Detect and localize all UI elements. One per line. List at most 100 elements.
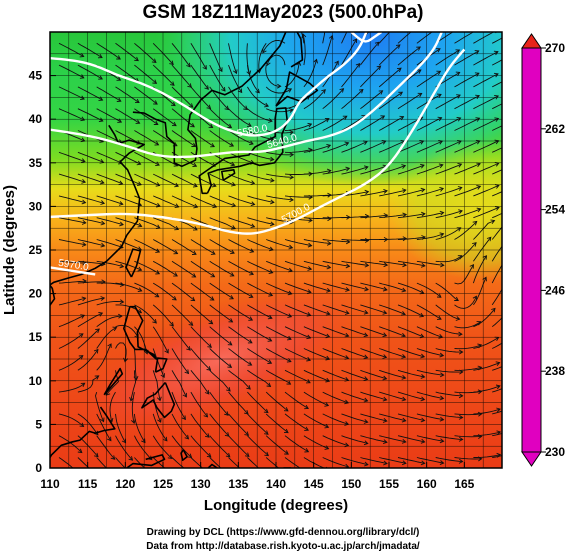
streamline-arrowhead <box>439 460 445 466</box>
streamline <box>303 435 329 450</box>
streamline-arrowhead <box>170 101 176 107</box>
streamline <box>152 413 168 442</box>
streamline-arrowhead <box>186 346 191 351</box>
streamline <box>379 369 406 379</box>
streamline-arrowhead <box>128 456 134 461</box>
height-contour <box>50 32 443 159</box>
streamline <box>379 435 406 443</box>
streamline-arrowhead <box>472 220 478 226</box>
streamline-arrowhead <box>288 244 294 250</box>
streamline <box>284 195 313 198</box>
streamline-arrowhead <box>248 293 254 299</box>
streamline <box>58 314 85 328</box>
streamline <box>341 369 368 380</box>
streamline <box>190 130 215 147</box>
streamline <box>228 173 255 184</box>
streamline-arrowhead <box>513 380 517 384</box>
streamline <box>435 282 459 301</box>
streamline-arrowhead <box>344 141 350 147</box>
streamline <box>473 32 495 44</box>
streamline <box>96 457 107 468</box>
streamline-arrowhead <box>382 439 388 445</box>
streamline-arrowhead <box>188 321 194 326</box>
streamline-arrowhead <box>401 311 406 316</box>
streamline <box>134 304 157 324</box>
y-tick-label: 25 <box>29 243 43 257</box>
streamline <box>473 117 499 131</box>
streamline-arrowhead <box>439 372 445 378</box>
streamline-arrowhead <box>363 419 369 424</box>
streamline-arrowhead <box>455 28 459 32</box>
streamline-arrowhead <box>494 184 500 189</box>
streamline <box>247 86 269 107</box>
streamline-arrowhead <box>247 122 252 127</box>
streamline <box>58 355 84 371</box>
streamline-arrowhead <box>420 417 426 423</box>
streamline <box>284 282 312 293</box>
streamline-arrowhead <box>420 187 426 193</box>
streamline-arrowhead <box>171 121 177 127</box>
streamline-arrowhead <box>416 69 422 74</box>
streamline <box>322 348 349 359</box>
streamline-arrowhead <box>436 93 442 99</box>
streamline-arrowhead <box>117 118 123 123</box>
streamline-arrowhead <box>420 396 426 402</box>
streamline <box>247 195 274 203</box>
streamline-arrowhead <box>80 382 86 387</box>
streamline <box>152 435 173 459</box>
streamline-arrowhead <box>184 434 190 440</box>
streamline <box>416 70 441 88</box>
streamline-arrowhead <box>81 296 87 302</box>
streamline-arrowhead <box>401 374 407 380</box>
streamline-arrowhead <box>402 212 408 218</box>
streamline-arrowhead <box>416 46 421 51</box>
streamline <box>454 242 477 262</box>
lat-lon-grid <box>50 32 502 468</box>
streamline <box>134 86 158 105</box>
streamline <box>96 435 116 460</box>
streamline-arrowhead <box>164 348 169 354</box>
streamline <box>492 103 502 110</box>
streamline-arrowhead <box>100 296 106 301</box>
streamline-arrowhead <box>344 310 350 315</box>
streamline <box>152 326 169 354</box>
streamline <box>209 348 232 368</box>
streamline <box>397 164 425 175</box>
streamline-arrowhead <box>99 417 105 423</box>
streamline-arrowhead <box>267 359 273 364</box>
streamline-arrowhead <box>455 316 461 321</box>
streamline-arrowhead <box>420 374 426 379</box>
streamline <box>322 260 350 267</box>
streamline-arrowhead <box>226 386 231 392</box>
streamline-arrowhead <box>457 162 463 168</box>
streamline-arrowhead <box>80 158 86 163</box>
streamline-arrowhead <box>321 89 326 94</box>
coastline <box>275 71 319 107</box>
streamline <box>379 391 406 401</box>
streamline-arrowhead <box>289 152 295 158</box>
streamline <box>130 370 137 401</box>
streamline <box>171 457 185 468</box>
streamline <box>435 210 463 219</box>
streamline-arrowhead <box>458 436 464 442</box>
streamline <box>435 457 463 463</box>
streamline <box>58 457 74 468</box>
streamline-arrowhead <box>513 96 517 100</box>
streamline <box>284 457 301 468</box>
streamline-arrowhead <box>224 411 229 416</box>
streamline-arrowhead <box>436 27 440 31</box>
streamline-arrowhead <box>342 115 348 121</box>
streamline-arrowhead <box>188 103 194 108</box>
streamline-arrowhead <box>129 396 134 402</box>
streamline <box>454 344 482 350</box>
streamline-arrowhead <box>206 453 212 458</box>
colorbar-ticks: 270 262 254 246 238 230 <box>541 41 565 459</box>
streamline-arrowhead <box>287 88 293 93</box>
streamline <box>473 362 500 371</box>
streamline-arrowhead <box>98 75 103 80</box>
streamline-arrowhead <box>476 162 481 168</box>
streamline <box>58 435 83 453</box>
streamline <box>454 163 481 175</box>
coastline <box>221 169 236 181</box>
streamline <box>228 151 255 164</box>
